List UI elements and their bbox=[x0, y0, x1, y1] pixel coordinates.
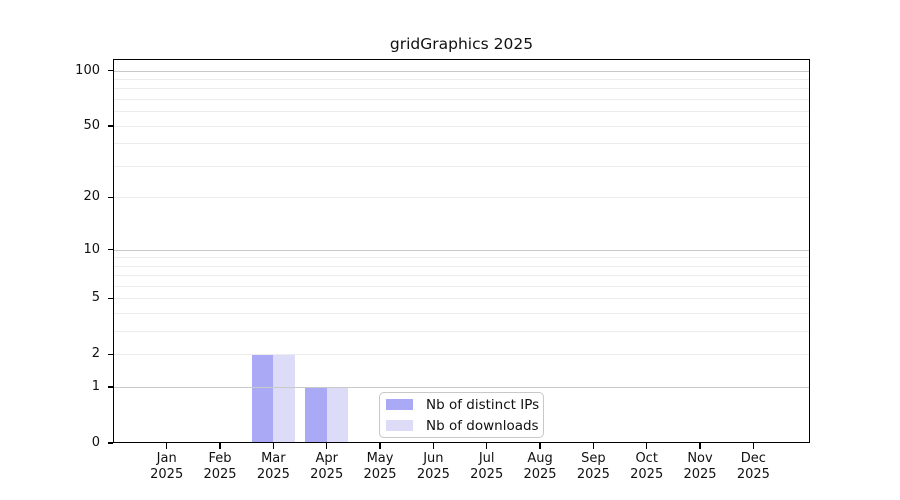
legend-swatch-distinct-ips bbox=[386, 399, 413, 410]
legend-item-downloads: Nb of downloads bbox=[386, 417, 539, 435]
bar-nb-of-downloads-mar bbox=[273, 354, 295, 443]
legend-label-distinct-ips: Nb of distinct IPs bbox=[426, 396, 540, 413]
x-tick-month: Jun bbox=[423, 451, 444, 466]
x-tick-label-jan: Jan 2025 bbox=[135, 451, 199, 483]
x-tick-year: 2025 bbox=[523, 467, 557, 482]
x-tick-year: 2025 bbox=[310, 467, 344, 482]
x-tick-year: 2025 bbox=[203, 467, 237, 482]
x-tick-month: Jan bbox=[156, 451, 177, 466]
gridline-minor-4 bbox=[113, 313, 810, 315]
y-tick-mark-50 bbox=[108, 125, 113, 127]
x-tick-label-aug: Aug 2025 bbox=[508, 451, 572, 483]
gridline-minor-80 bbox=[113, 88, 810, 90]
legend-swatch-downloads bbox=[386, 420, 413, 431]
x-tick-mark-dec bbox=[752, 443, 755, 449]
x-tick-year: 2025 bbox=[470, 467, 504, 482]
gridline-minor-90 bbox=[113, 79, 810, 81]
gridline-major-100 bbox=[113, 70, 810, 72]
x-tick-year: 2025 bbox=[576, 467, 610, 482]
legend-label-downloads: Nb of downloads bbox=[426, 417, 539, 434]
legend: Nb of distinct IPs Nb of downloads bbox=[379, 392, 544, 438]
y-tick-label-50: 50 bbox=[83, 117, 100, 133]
y-tick-label-20: 20 bbox=[83, 189, 100, 205]
bar-nb-of-downloads-apr bbox=[326, 387, 349, 443]
gridline-minor-5 bbox=[113, 298, 810, 300]
gridline-major-1 bbox=[113, 387, 810, 389]
y-tick-label-5: 5 bbox=[91, 290, 100, 306]
y-tick-label-0: 0 bbox=[91, 435, 100, 450]
x-tick-month: Jul bbox=[478, 451, 495, 466]
gridline-minor-50 bbox=[113, 125, 810, 127]
x-tick-year: 2025 bbox=[416, 467, 450, 482]
y-tick-label-2: 2 bbox=[91, 346, 100, 362]
bar-nb-of-distinct-ips-apr bbox=[305, 387, 327, 443]
x-tick-mark-nov bbox=[699, 443, 701, 449]
x-tick-month: Mar bbox=[261, 451, 286, 466]
gridline-minor-6 bbox=[113, 286, 810, 288]
y-tick-mark-2 bbox=[108, 353, 113, 356]
y-tick-label-100: 100 bbox=[75, 62, 100, 78]
y-tick-mark-0 bbox=[108, 442, 113, 444]
x-tick-month: Dec bbox=[740, 451, 766, 466]
gridline-minor-2 bbox=[113, 354, 810, 356]
plot-area-border bbox=[113, 59, 810, 443]
x-tick-mark-sep bbox=[592, 443, 595, 449]
x-tick-month: Aug bbox=[527, 451, 553, 466]
y-tick-label-10: 10 bbox=[83, 241, 100, 257]
x-tick-label-jul: Jul 2025 bbox=[455, 451, 519, 483]
gridline-minor-60 bbox=[113, 111, 810, 113]
x-tick-mark-jun bbox=[432, 443, 435, 449]
x-tick-month: Sep bbox=[581, 451, 606, 466]
gridline-minor-20 bbox=[113, 197, 810, 199]
y-tick-mark-100 bbox=[108, 69, 113, 72]
x-tick-mark-oct bbox=[645, 443, 648, 449]
y-tick-mark-1 bbox=[108, 386, 113, 388]
y-tick-label-1: 1 bbox=[91, 379, 100, 395]
x-tick-label-nov: Nov 2025 bbox=[668, 451, 732, 483]
y-tick-mark-5 bbox=[108, 297, 113, 300]
legend-item-distinct-ips: Nb of distinct IPs bbox=[386, 396, 540, 414]
y-tick-mark-20 bbox=[108, 196, 113, 199]
x-tick-month: Nov bbox=[687, 451, 713, 466]
x-tick-label-dec: Dec 2025 bbox=[721, 451, 785, 483]
x-tick-label-feb: Feb 2025 bbox=[188, 451, 252, 483]
gridline-minor-70 bbox=[113, 99, 810, 101]
x-tick-label-may: May 2025 bbox=[348, 451, 412, 483]
x-tick-month: Oct bbox=[635, 451, 658, 466]
gridline-minor-40 bbox=[113, 143, 810, 145]
x-tick-month: May bbox=[366, 451, 394, 466]
gridline-minor-30 bbox=[113, 165, 810, 167]
gridline-minor-3 bbox=[113, 331, 810, 333]
chart-title: gridGraphics 2025 bbox=[389, 35, 534, 53]
x-tick-mark-apr bbox=[325, 443, 328, 449]
x-tick-label-oct: Oct 2025 bbox=[615, 451, 679, 483]
x-tick-year: 2025 bbox=[736, 467, 770, 482]
gridline-minor-9 bbox=[113, 257, 810, 259]
gridline-major-10 bbox=[113, 249, 810, 251]
x-tick-label-sep: Sep 2025 bbox=[561, 451, 625, 483]
gridline-minor-8 bbox=[113, 265, 810, 267]
bar-nb-of-distinct-ips-mar bbox=[251, 354, 274, 443]
x-tick-label-jun: Jun 2025 bbox=[401, 451, 465, 483]
x-tick-mark-may bbox=[379, 443, 381, 449]
x-tick-month: Feb bbox=[208, 451, 232, 466]
x-tick-year: 2025 bbox=[683, 467, 717, 482]
x-tick-mark-jan bbox=[166, 443, 168, 449]
x-tick-year: 2025 bbox=[150, 467, 184, 482]
x-tick-year: 2025 bbox=[256, 467, 290, 482]
y-tick-mark-10 bbox=[108, 248, 113, 251]
x-tick-label-apr: Apr 2025 bbox=[295, 451, 359, 483]
x-tick-year: 2025 bbox=[363, 467, 397, 482]
x-tick-mark-jul bbox=[485, 443, 488, 449]
x-tick-mark-feb bbox=[219, 443, 221, 449]
x-tick-mark-mar bbox=[272, 443, 275, 449]
x-tick-mark-aug bbox=[539, 443, 541, 449]
gridline-minor-7 bbox=[113, 275, 810, 277]
x-tick-label-mar: Mar 2025 bbox=[241, 451, 305, 483]
x-tick-year: 2025 bbox=[630, 467, 664, 482]
x-tick-month: Apr bbox=[315, 451, 338, 466]
